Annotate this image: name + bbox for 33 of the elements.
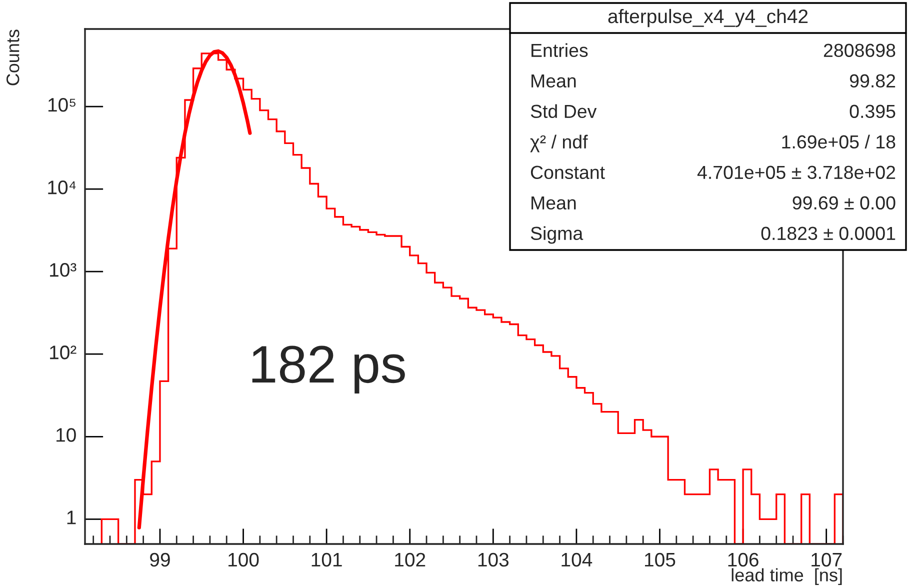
x-tick-label: 106 — [728, 552, 758, 567]
annotation: 1.69e+05 / 18 — [782, 134, 896, 149]
x-axis-title: lead time [ns] — [732, 568, 842, 586]
y-tick-label: 10⁴ — [48, 180, 76, 194]
annotation: 0.1823 ± 0.0001 — [761, 226, 896, 240]
x-tick-label: 107 — [812, 552, 842, 567]
annotation: Mean — [532, 196, 576, 210]
annotation: Entries — [532, 43, 588, 58]
x-tick-label: 103 — [478, 552, 509, 567]
y-tick-label: 10 — [56, 428, 76, 442]
annotation: 4.701e+05 ± 3.718e+02 — [697, 166, 896, 180]
annotation: Constant — [530, 166, 605, 180]
text: 99.82 — [850, 74, 896, 88]
annotation: 2808698 — [824, 44, 896, 58]
annotation: 99.69 ± 0.00 — [792, 196, 896, 210]
x-tick-label: 104 — [562, 552, 592, 567]
text: 0.395 — [850, 104, 896, 118]
x-tick-label: 102 — [395, 552, 426, 567]
annotation: Mean — [532, 74, 576, 88]
x-tick-label: 99 — [150, 552, 170, 567]
text: afterpulse_x4_y4_ch42 — [608, 8, 808, 28]
annotation: 182 ps — [252, 346, 405, 394]
x-tick-label: 100 — [228, 552, 259, 567]
y-tick-label: 10³ — [50, 263, 76, 277]
y-tick-label: 10⁵ — [48, 98, 76, 112]
y-tick-label: 10² — [50, 346, 76, 360]
annotation: χ² / ndf — [530, 134, 588, 152]
annotation: Std Dev — [530, 104, 597, 118]
y-tick-label: 1 — [67, 510, 76, 524]
x-tick-label: 101 — [312, 552, 342, 567]
annotation: Sigma — [530, 226, 584, 244]
x-tick-label: 105 — [645, 552, 676, 567]
y-axis-title: Counts — [6, 30, 20, 86]
